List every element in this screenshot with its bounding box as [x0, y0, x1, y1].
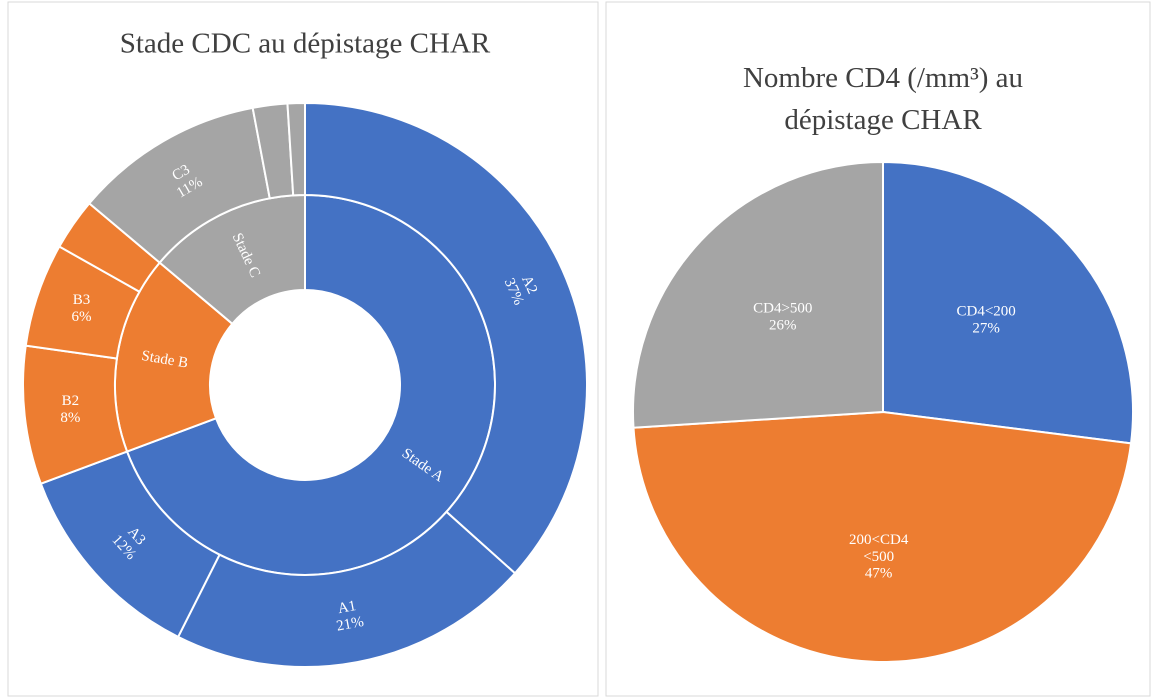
data-label: 47%: [865, 566, 893, 582]
data-label: A1: [337, 598, 358, 617]
outer-segment: [304, 101, 588, 575]
data-label: 8%: [60, 411, 80, 427]
data-label: 26%: [769, 318, 797, 334]
data-label: CD4>500: [753, 301, 812, 317]
data-label: B3: [73, 292, 91, 308]
group-label: Stade B: [140, 348, 189, 372]
slice-label: 200<CD4 <500 47%: [849, 532, 909, 582]
pie-slice: [632, 160, 884, 429]
segment-label: C311%: [166, 160, 206, 202]
data-label: C3: [170, 162, 193, 185]
data-label: CD4<200: [956, 304, 1015, 320]
data-label: Stade B: [140, 348, 189, 372]
segment-label: B3 6%: [71, 292, 91, 325]
pie-slice: [632, 410, 1133, 664]
data-label: 21%: [335, 614, 365, 635]
panel: [605, 1, 1151, 697]
segment-label: B2 8%: [60, 394, 80, 427]
slice-label: CD4>500 26%: [753, 301, 812, 334]
data-label: B2: [62, 394, 80, 410]
segment-label: A121%: [332, 598, 365, 636]
chart-title: Stade CDC au dépistage CHAR: [120, 28, 491, 60]
data-label: 27%: [972, 321, 1000, 337]
data-label: A2: [518, 273, 540, 296]
outer-segment: [286, 101, 306, 197]
pie-slice: [882, 160, 1134, 445]
chart-title: Nombre CD4 (/mm³) au dépistage CHAR: [743, 62, 1023, 136]
data-label: 200<CD4 <500: [849, 532, 909, 565]
slice-label: CD4<200 27%: [956, 304, 1015, 337]
panel: [7, 1, 599, 697]
outer-segment: [176, 510, 517, 668]
data-label: 6%: [71, 309, 91, 325]
